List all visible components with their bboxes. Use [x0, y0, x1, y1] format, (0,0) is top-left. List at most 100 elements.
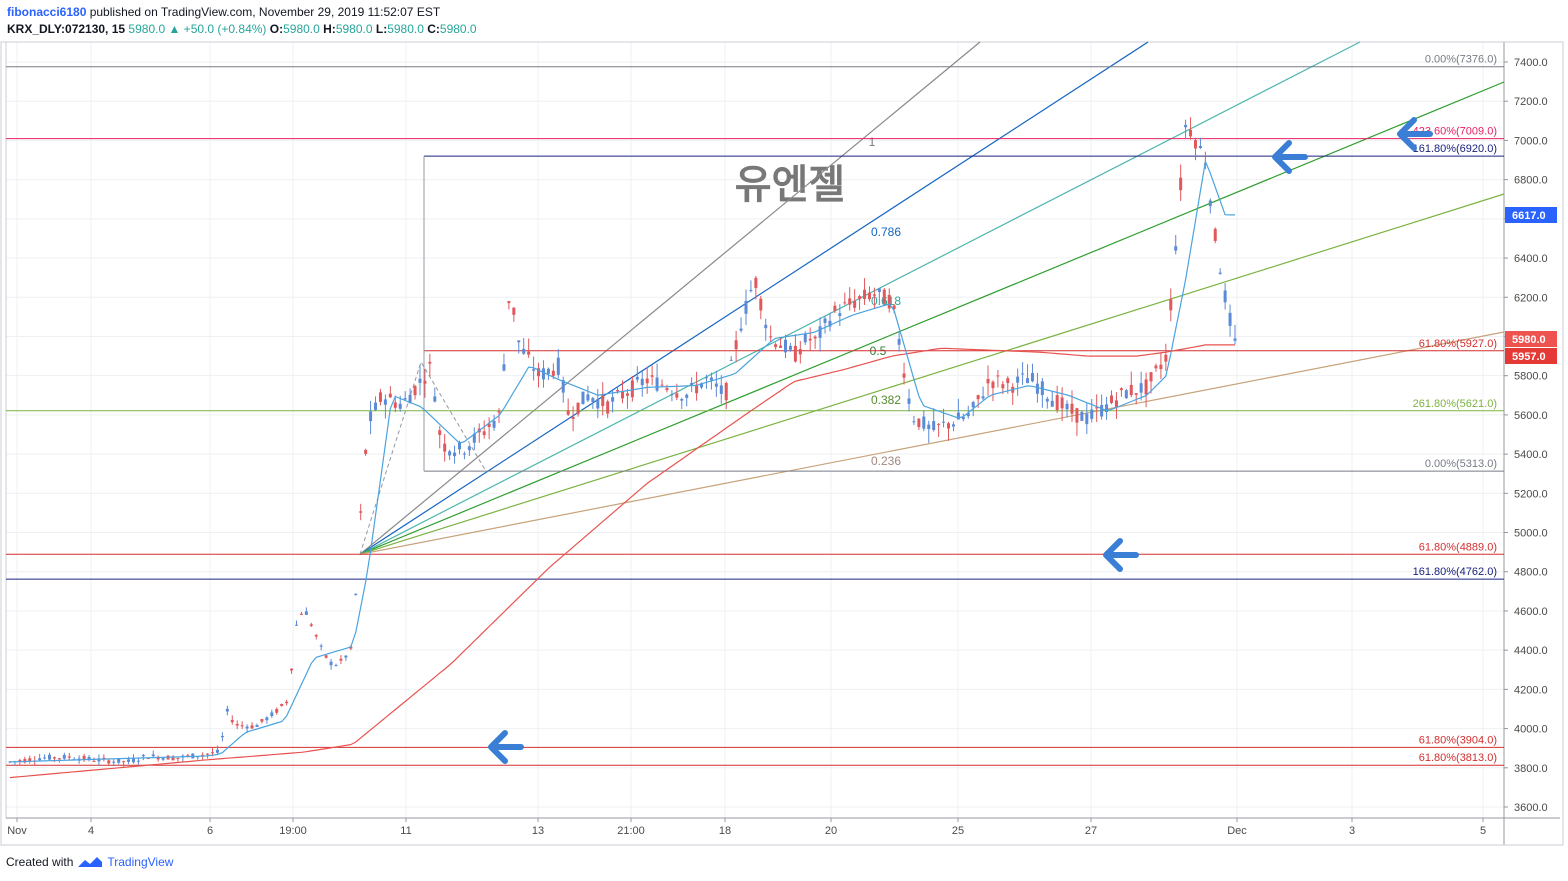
price-tick-label: 5400.0	[1514, 449, 1548, 461]
candle-body	[1021, 373, 1025, 375]
candle-body	[1090, 409, 1094, 419]
candle-body	[788, 345, 792, 350]
candle-body	[48, 754, 52, 760]
fib-fan-line[interactable]	[359, 81, 1505, 555]
candle-body	[507, 301, 511, 304]
candle-body	[541, 368, 545, 380]
fib-fan-label: 1	[869, 135, 876, 149]
candle-body	[867, 292, 871, 300]
candle-body	[951, 424, 955, 427]
candle-body	[211, 752, 215, 754]
candle-body	[230, 720, 234, 723]
candle-body	[784, 339, 788, 353]
candle-body	[922, 416, 926, 429]
candle-body	[280, 703, 284, 706]
candle-body	[630, 380, 634, 398]
candle-body	[882, 289, 886, 304]
candle-body	[724, 382, 728, 401]
fib-fan-line[interactable]	[359, 41, 1149, 555]
candle-body	[1193, 140, 1197, 149]
candle-body	[838, 313, 842, 316]
candle-body	[695, 384, 699, 394]
candle-body	[1045, 398, 1049, 402]
high-label: H:	[323, 22, 336, 36]
candle-body	[991, 381, 995, 389]
candle-body	[1179, 177, 1183, 191]
fib-fan-line[interactable]	[359, 193, 1505, 555]
last-price: 5980.0	[128, 22, 166, 36]
candle-body	[423, 380, 427, 384]
candle-body	[176, 757, 180, 759]
candle-body	[877, 288, 881, 293]
candle-body	[171, 757, 175, 761]
price-badge-label: 6617.0	[1512, 210, 1546, 222]
candle-body	[1040, 381, 1044, 395]
candle-body	[606, 401, 610, 414]
candle-body	[902, 373, 906, 378]
author-name[interactable]: fibonacci6180	[7, 5, 87, 19]
candle-body	[502, 364, 506, 371]
price-badge	[1505, 348, 1557, 364]
candle-body	[556, 357, 560, 375]
annotation-arrow-icon[interactable]	[1397, 117, 1433, 151]
candle-body	[418, 378, 422, 383]
candle-body	[443, 443, 447, 452]
candle-body	[1184, 124, 1188, 128]
fib-level-label: 261.80%(5621.0)	[1413, 398, 1497, 410]
candle-body	[1189, 129, 1193, 137]
candle-body	[388, 393, 392, 398]
tradingview-brand-link[interactable]: TradingView	[107, 855, 174, 869]
price-tick-label: 4400.0	[1514, 645, 1548, 657]
candle-body	[290, 668, 294, 671]
candle-body	[1139, 383, 1143, 393]
price-tick-label: 3800.0	[1514, 763, 1548, 775]
candle-body	[754, 277, 758, 288]
candle-body	[571, 416, 575, 419]
candle-body	[803, 333, 807, 343]
candle-body	[240, 725, 244, 727]
candle-body	[161, 757, 165, 760]
candle-body	[344, 655, 348, 658]
candle-body	[487, 423, 491, 427]
fib-fan-label: 0.382	[871, 393, 901, 407]
candle-body	[700, 383, 704, 388]
fib-level-label: 61.80%(3904.0)	[1419, 734, 1497, 746]
fib-fan-line[interactable]	[359, 331, 1505, 555]
candle-body	[1233, 338, 1237, 341]
symbol-label[interactable]: KRX_DLY:072130, 15	[7, 22, 126, 36]
candle-body	[255, 725, 259, 727]
price-tick-label: 3600.0	[1514, 802, 1548, 814]
price-tick-label: 4800.0	[1514, 567, 1548, 579]
ohlc-line: KRX_DLY:072130, 15 5980.0 ▲ +50.0 (+0.84…	[7, 22, 477, 36]
time-tick-label: 13	[532, 825, 544, 837]
candle-body	[779, 345, 783, 348]
candle-body	[566, 410, 570, 415]
price-tick-label: 5600.0	[1514, 410, 1548, 422]
candle-body	[690, 382, 694, 385]
price-badge	[1505, 207, 1557, 223]
time-tick-label: 19:00	[279, 825, 307, 837]
annotation-arrow-icon[interactable]	[1272, 140, 1308, 174]
candle-body	[685, 394, 689, 398]
candle-body	[843, 302, 847, 304]
price-tick-label: 7000.0	[1514, 135, 1548, 147]
candle-body	[1164, 354, 1168, 362]
candle-body	[467, 446, 471, 451]
annotation-arrow-icon[interactable]	[1103, 538, 1139, 572]
candle-body	[127, 759, 131, 762]
candle-body	[453, 452, 457, 457]
candle-body	[640, 378, 644, 386]
annotation-arrow-icon[interactable]	[488, 730, 524, 764]
fib-fan-line[interactable]	[359, 41, 981, 555]
candle-body	[937, 423, 941, 425]
candle-body	[635, 376, 639, 380]
candle-body	[1030, 373, 1034, 382]
fib-level-label: 0.00%(7376.0)	[1425, 54, 1497, 66]
price-tick-label: 6400.0	[1514, 253, 1548, 265]
candle-body	[215, 749, 219, 753]
candle-body	[201, 754, 205, 756]
candle-body	[625, 393, 629, 396]
price-tick-label: 7200.0	[1514, 96, 1548, 108]
candle-body	[645, 378, 649, 384]
